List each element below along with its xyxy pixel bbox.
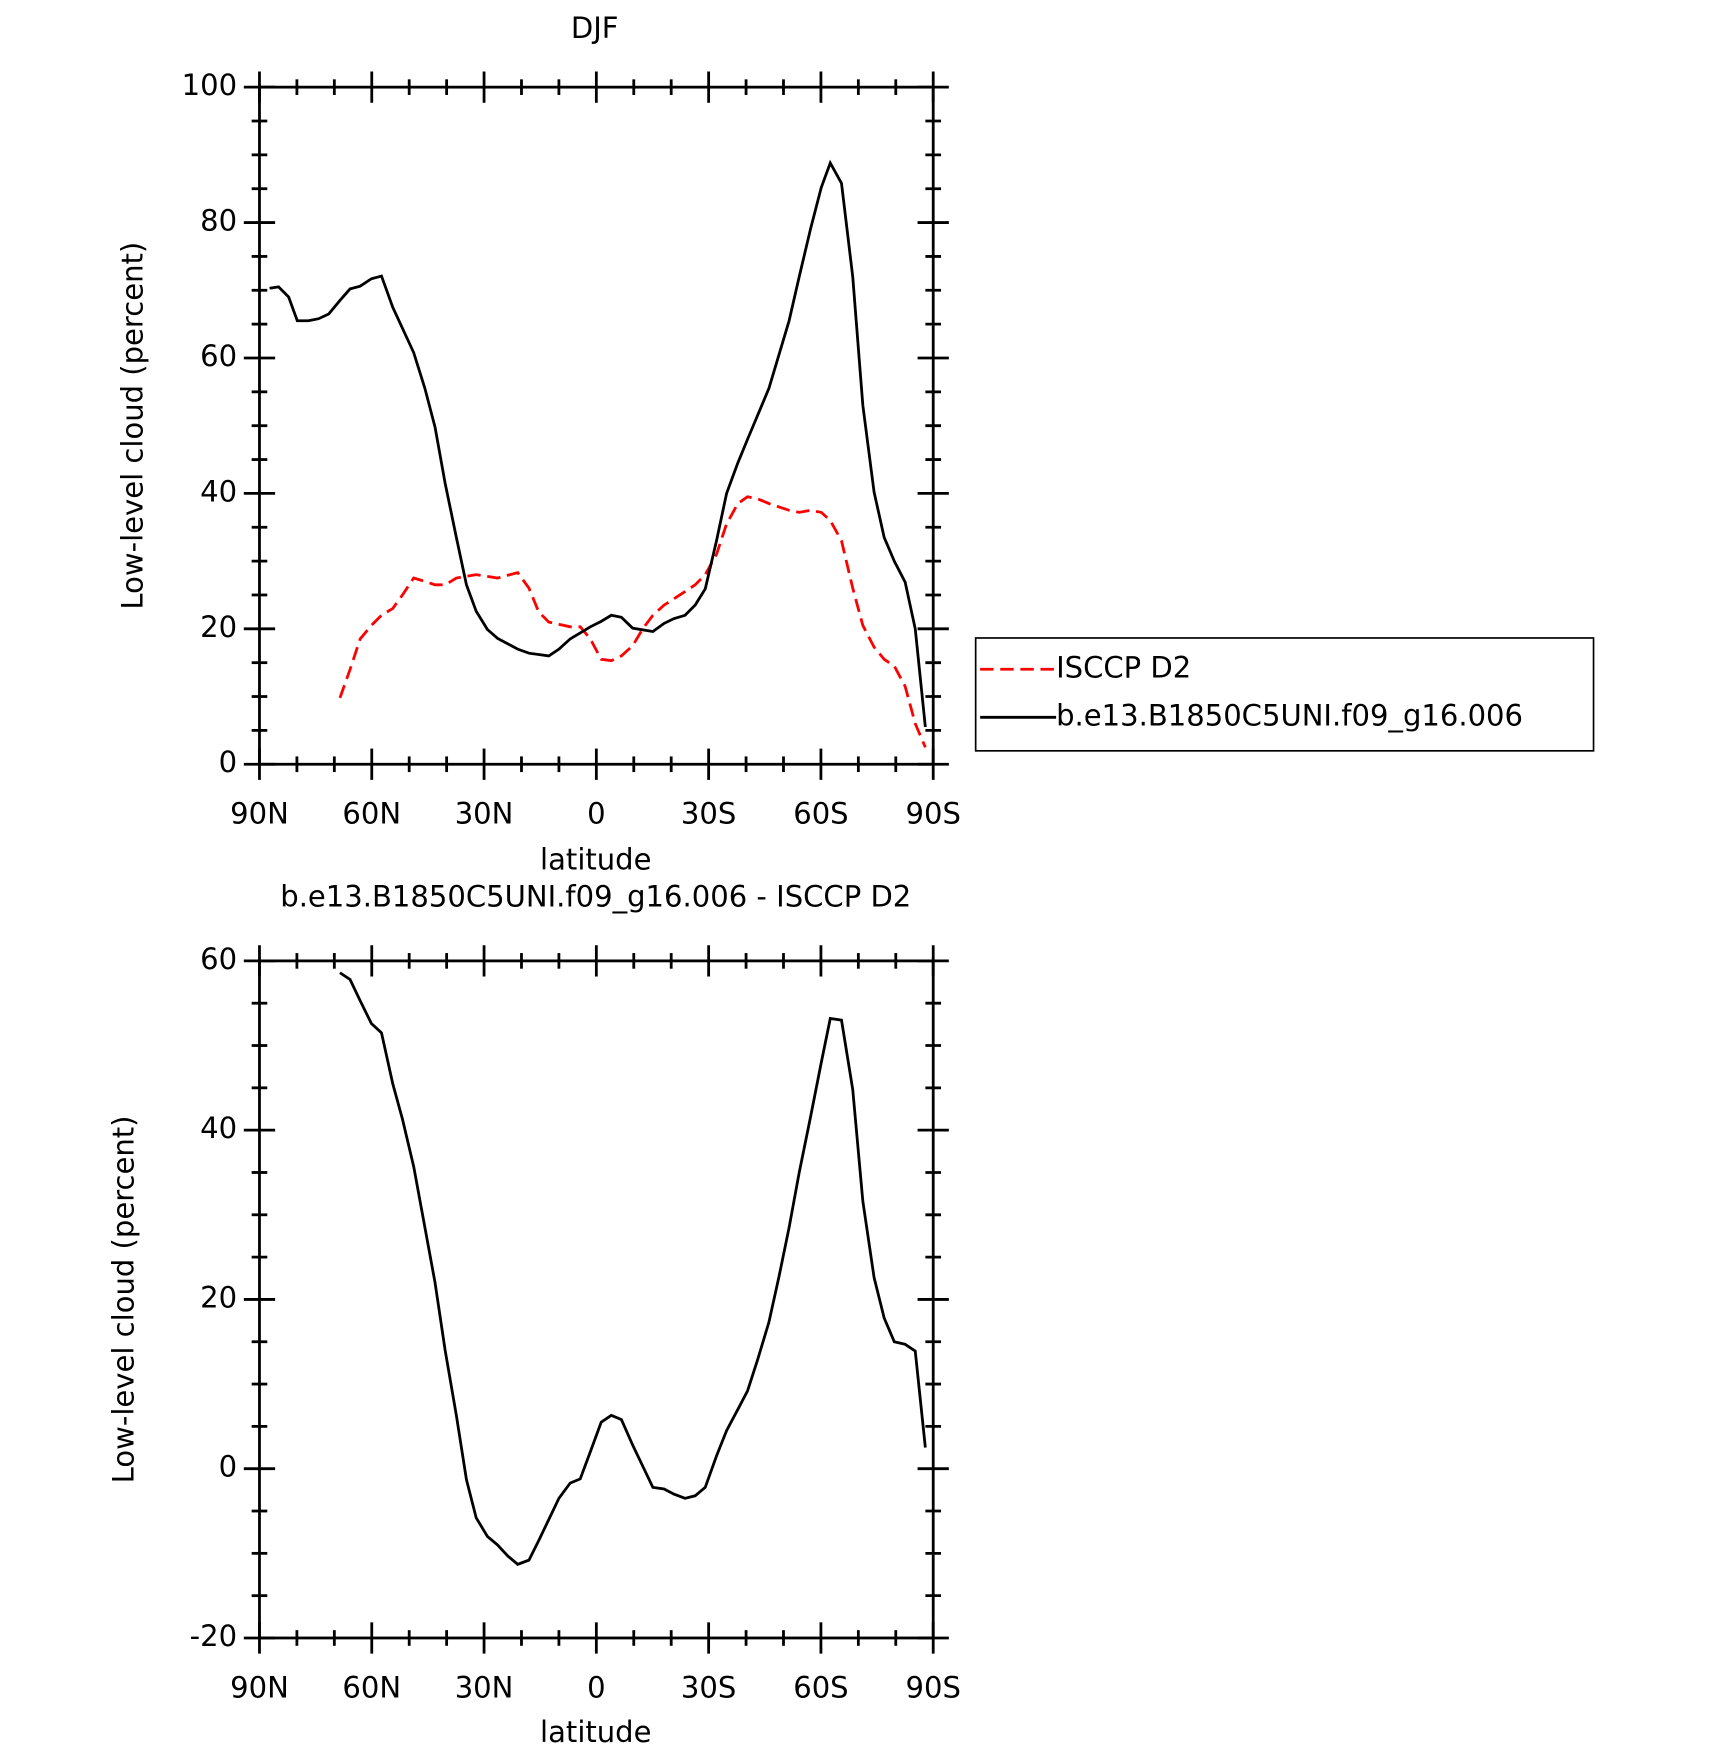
x-tick-label: 60N — [342, 797, 401, 831]
y-tick-label: 0 — [219, 1450, 237, 1484]
y-tick-label: 100 — [182, 68, 237, 102]
x-tick-label: 0 — [587, 1670, 605, 1704]
y-axis-label: Low-level cloud (percent) — [106, 1116, 140, 1484]
x-tick-label: 30N — [455, 797, 514, 831]
series-line — [269, 159, 927, 728]
plot-frame — [258, 959, 935, 1640]
x-tick-label: 60N — [342, 1670, 401, 1704]
x-axis-label: latitude — [540, 1715, 651, 1749]
x-tick-label: 90N — [230, 797, 289, 831]
x-tick-label: 90S — [906, 1670, 961, 1704]
y-tick-label: 0 — [219, 745, 237, 779]
x-tick-label: 90S — [906, 797, 961, 831]
x-tick-label: 90N — [230, 1670, 289, 1704]
chart-title: DJF — [571, 11, 619, 45]
legend-label: ISCCP D2 — [1056, 650, 1191, 684]
x-tick-label: 30S — [681, 1670, 736, 1704]
y-tick-label: -20 — [190, 1619, 237, 1653]
series-line — [339, 971, 927, 1566]
x-tick-label: 60S — [793, 1670, 848, 1704]
chart-title: b.e13.B1850C5UNI.f09_g16.006 - ISCCP D2 — [280, 879, 911, 913]
y-tick-label: 60 — [200, 942, 237, 976]
y-tick-label: 80 — [200, 204, 237, 238]
x-tick-label: 0 — [587, 797, 605, 831]
x-axis-label: latitude — [540, 842, 651, 876]
x-tick-label: 30S — [681, 797, 736, 831]
y-tick-label: 40 — [200, 474, 237, 508]
series-line — [338, 495, 927, 748]
legend-box — [974, 637, 1595, 752]
x-tick-label: 30N — [455, 1670, 514, 1704]
y-tick-label: 60 — [200, 339, 237, 373]
y-tick-label: 40 — [200, 1111, 237, 1145]
plot-frame — [258, 85, 935, 766]
y-tick-label: 20 — [200, 610, 237, 644]
legend-label: b.e13.B1850C5UNI.f09_g16.006 — [1056, 698, 1523, 732]
y-tick-label: 20 — [200, 1280, 237, 1314]
x-tick-label: 60S — [793, 797, 848, 831]
y-axis-label: Low-level cloud (percent) — [115, 242, 149, 610]
